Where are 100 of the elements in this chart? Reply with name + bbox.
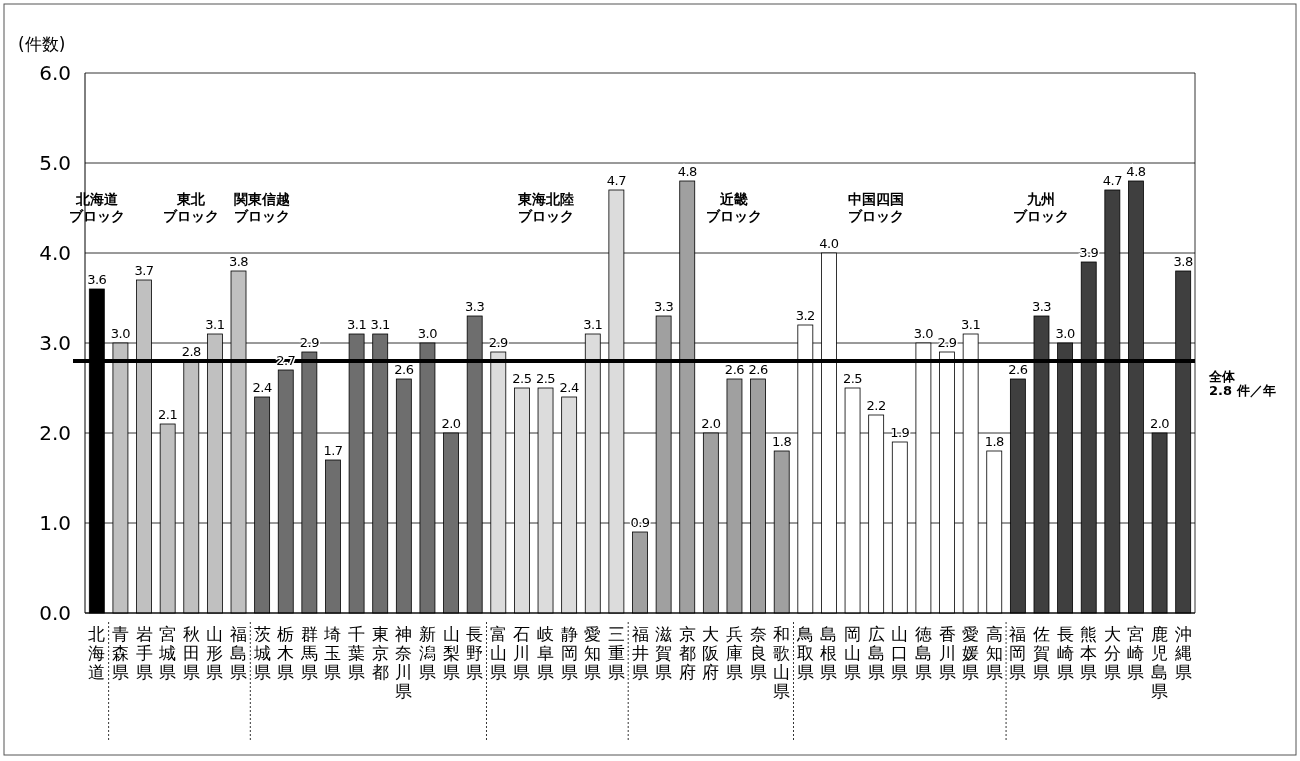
data-label: 3.0 <box>1055 326 1075 341</box>
data-label: 3.1 <box>205 317 225 332</box>
y-axis-title: (件数) <box>18 34 66 54</box>
x-tick-label: 島根県 <box>820 624 838 682</box>
x-tick-label: 埼玉県 <box>323 624 342 682</box>
data-label: 4.0 <box>819 236 839 251</box>
x-tick-label: 福島県 <box>230 624 248 682</box>
x-tick-label: 岡山県 <box>844 624 862 682</box>
x-tick-label: 秋田県 <box>182 624 200 682</box>
x-tick-label: 大分県 <box>1103 624 1121 682</box>
data-label: 3.3 <box>465 299 485 314</box>
x-tick-label: 熊本県 <box>1080 624 1098 682</box>
data-label: 4.8 <box>677 164 698 179</box>
x-tick-label: 石川県 <box>513 624 531 682</box>
x-tick-label: 沖縄県 <box>1173 624 1192 682</box>
data-label: 3.8 <box>1173 254 1193 269</box>
data-label: 2.7 <box>276 353 296 368</box>
data-label: 3.2 <box>795 308 815 323</box>
data-label: 1.9 <box>890 425 910 440</box>
x-tick-label: 兵庫県 <box>725 624 743 682</box>
data-label: 0.9 <box>630 515 650 530</box>
x-tick-label: 徳島県 <box>914 624 932 682</box>
annotation: 九州ブロック <box>1013 191 1070 224</box>
data-label: 2.4 <box>252 380 272 395</box>
x-tick-label: 愛媛県 <box>962 624 980 682</box>
x-tick-label: 福井県 <box>631 624 649 682</box>
x-tick-label: 長崎県 <box>1056 624 1074 682</box>
x-tick-label: 東京都 <box>371 624 389 682</box>
x-tick-label: 栃木県 <box>277 624 295 682</box>
data-label: 4.7 <box>1102 173 1123 188</box>
y-tick-label: 2.0 <box>39 421 71 445</box>
y-tick-label: 1.0 <box>39 511 71 535</box>
data-label: 3.6 <box>87 272 107 287</box>
y-tick-label: 5.0 <box>39 151 71 175</box>
x-tick-label: 三重県 <box>607 624 625 682</box>
data-label: 2.0 <box>1149 416 1170 431</box>
data-label: 2.0 <box>701 416 721 431</box>
data-label: 3.0 <box>913 326 934 341</box>
data-label: 2.9 <box>488 335 509 350</box>
x-tick-label: 広島県 <box>867 624 885 682</box>
data-label: 2.9 <box>937 335 957 350</box>
x-tick-label: 福岡県 <box>1009 624 1027 682</box>
x-tick-label: 山梨県 <box>442 624 460 682</box>
x-tick-label: 宮崎県 <box>1127 624 1145 682</box>
data-label: 2.2 <box>866 398 886 413</box>
x-tick-label: 千葉県 <box>348 624 366 682</box>
x-tick-label: 北海道 <box>88 624 106 682</box>
data-label: 3.3 <box>1031 299 1052 314</box>
data-label: 4.8 <box>1126 164 1146 179</box>
annotation: 北海道ブロック <box>68 191 125 224</box>
data-label: 2.1 <box>158 407 178 422</box>
x-tick-label: 岐阜県 <box>537 624 555 682</box>
x-tick-label: 鳥取県 <box>795 624 814 682</box>
data-label: 2.5 <box>535 371 556 386</box>
data-label: 3.0 <box>417 326 438 341</box>
x-tick-label: 富山県 <box>489 624 507 682</box>
data-label: 1.8 <box>772 434 792 449</box>
x-tick-label: 山形県 <box>206 624 224 682</box>
data-label: 2.6 <box>724 362 745 377</box>
annotation: 近畿ブロック <box>706 191 763 224</box>
x-tick-label: 奈良県 <box>749 624 767 682</box>
data-label: 3.1 <box>583 317 603 332</box>
data-label: 3.8 <box>228 254 249 269</box>
data-label: 3.0 <box>110 326 131 341</box>
x-tick-label: 香川県 <box>938 624 956 682</box>
x-tick-label: 大阪府 <box>702 624 720 682</box>
data-label: 4.7 <box>606 173 627 188</box>
data-label: 2.9 <box>299 335 320 350</box>
data-label: 2.6 <box>1008 362 1028 377</box>
data-label: 3.1 <box>347 317 367 332</box>
annotation: 東北ブロック <box>163 191 220 224</box>
x-tick-label: 高知県 <box>985 624 1003 682</box>
x-tick-label: 青森県 <box>111 624 129 682</box>
x-tick-label: 和歌山県 <box>773 624 791 701</box>
x-tick-label: 佐賀県 <box>1032 624 1050 682</box>
x-tick-label: 滋賀県 <box>655 624 673 682</box>
x-tick-label: 鹿児島県 <box>1151 624 1169 701</box>
data-label: 2.8 <box>181 344 202 359</box>
x-tick-label: 神奈川県 <box>395 624 413 701</box>
x-tick-label: 岩手県 <box>135 624 153 682</box>
x-tick-label: 新潟県 <box>418 624 436 682</box>
x-tick-label: 長野県 <box>466 624 484 682</box>
annotation: 東海北陸ブロック <box>516 191 574 224</box>
x-tick-label: 群馬県 <box>299 624 318 682</box>
data-label: 2.6 <box>394 362 414 377</box>
data-label: 2.4 <box>559 380 579 395</box>
data-label: 3.1 <box>370 317 391 332</box>
x-tick-label: 愛知県 <box>584 624 602 682</box>
annotation: 中国四国ブロック <box>848 191 905 224</box>
annotation: 関東信越ブロック <box>234 191 291 224</box>
y-tick-label: 3.0 <box>39 331 71 355</box>
data-label: 2.5 <box>842 371 863 386</box>
x-tick-label: 茨城県 <box>252 624 271 682</box>
y-tick-label: 0.0 <box>39 601 71 625</box>
data-label: 3.7 <box>134 263 154 278</box>
x-tick-label: 京都府 <box>678 624 696 682</box>
y-tick-label: 4.0 <box>39 241 71 265</box>
data-label: 1.8 <box>984 434 1005 449</box>
x-tick-label: 宮城県 <box>158 624 177 682</box>
data-label: 2.0 <box>441 416 461 431</box>
